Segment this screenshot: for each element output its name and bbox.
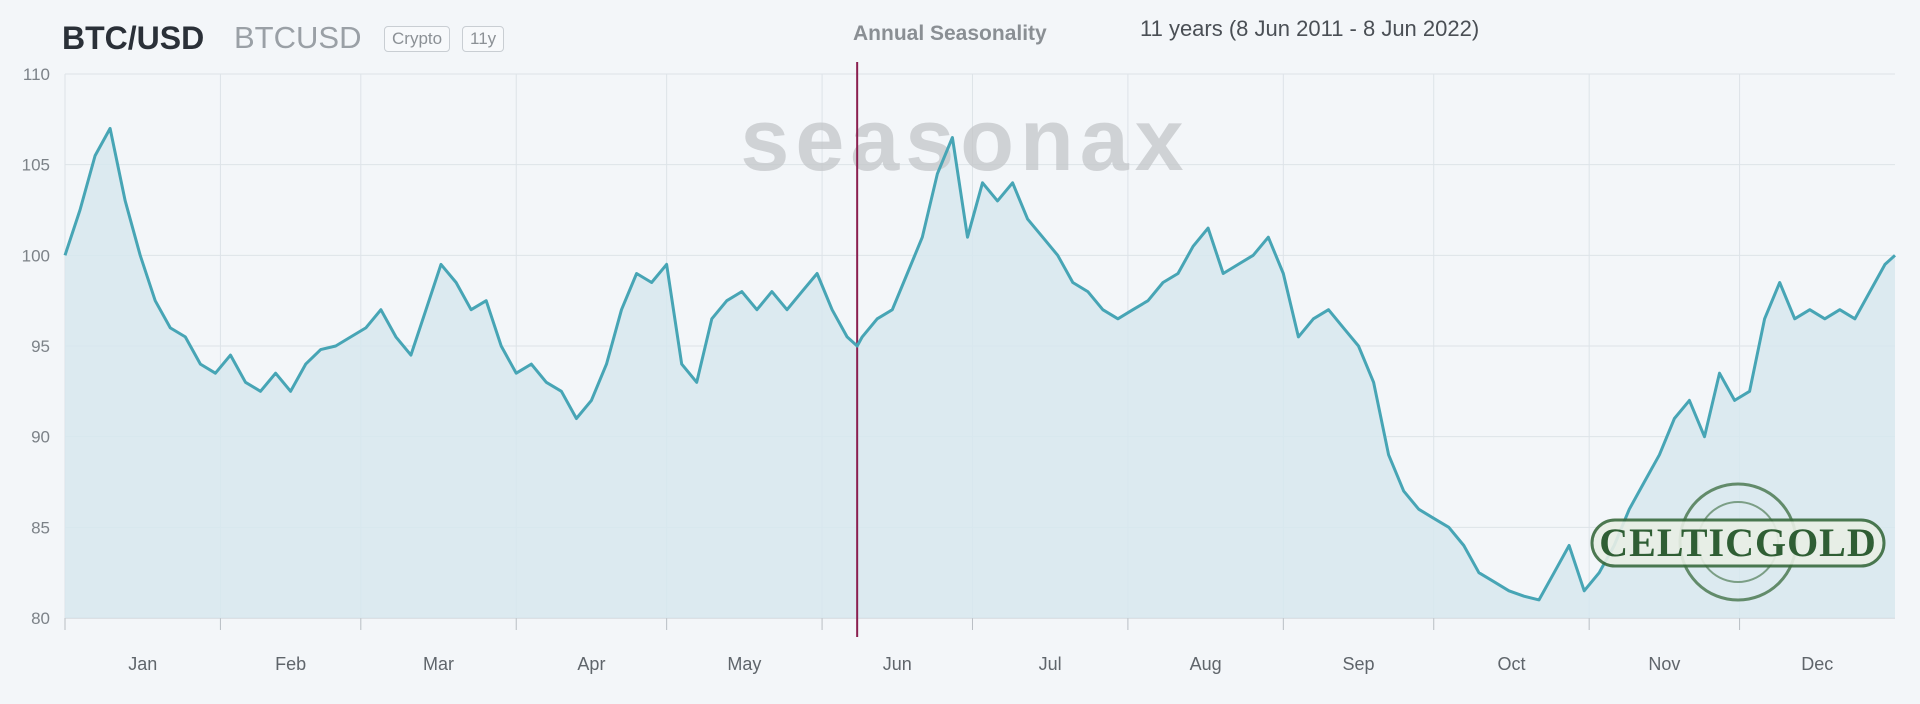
y-tick-label: 105 (22, 156, 50, 175)
x-tick-label: Jan (128, 654, 157, 674)
seasonax-watermark: seasonax (740, 90, 1189, 189)
period-range-text: 11 years (8 Jun 2011 - 8 Jun 2022) (1140, 16, 1480, 41)
celticgold-logo: CELTICGOLD (1590, 482, 1886, 602)
y-tick-label: 90 (31, 428, 50, 447)
y-tick-label: 95 (31, 337, 50, 356)
x-tick-label: Dec (1801, 654, 1833, 674)
asset-class-badge[interactable]: Crypto (384, 26, 451, 52)
area-fill (65, 128, 1895, 618)
y-tick-label: 80 (31, 609, 50, 628)
celticgold-logo-text: CELTICGOLD (1599, 520, 1877, 565)
x-tick-label: Nov (1648, 654, 1680, 674)
x-tick-label: Aug (1190, 654, 1222, 674)
x-tick-label: Sep (1343, 654, 1375, 674)
x-tick-label: Feb (275, 654, 306, 674)
x-tick-labels: Jan Feb Mar Apr May Jun Jul Aug Sep Oct Nov Dec (128, 654, 1833, 674)
logo-band (1590, 518, 1886, 568)
y-tick-labels: 80 85 90 95 100 105 110 (22, 65, 50, 628)
seasonal-line-series (63, 126, 1897, 602)
period-badge[interactable]: 11y (462, 26, 505, 52)
x-tick-label: Apr (577, 654, 605, 674)
x-tick-label: May (727, 654, 761, 674)
x-tick-label: Jun (883, 654, 912, 674)
ticker-code: BTCUSD (234, 20, 362, 55)
symbol-title: BTC/USD (62, 20, 205, 56)
y-tick-label: 110 (23, 65, 50, 84)
x-tick-label: Jul (1039, 654, 1062, 674)
x-tick-label: Oct (1497, 654, 1525, 674)
chart-title: Annual Seasonality (853, 22, 1047, 45)
y-tick-label: 85 (31, 518, 50, 537)
y-tick-label: 100 (22, 246, 50, 265)
x-tick-label: Mar (423, 654, 454, 674)
